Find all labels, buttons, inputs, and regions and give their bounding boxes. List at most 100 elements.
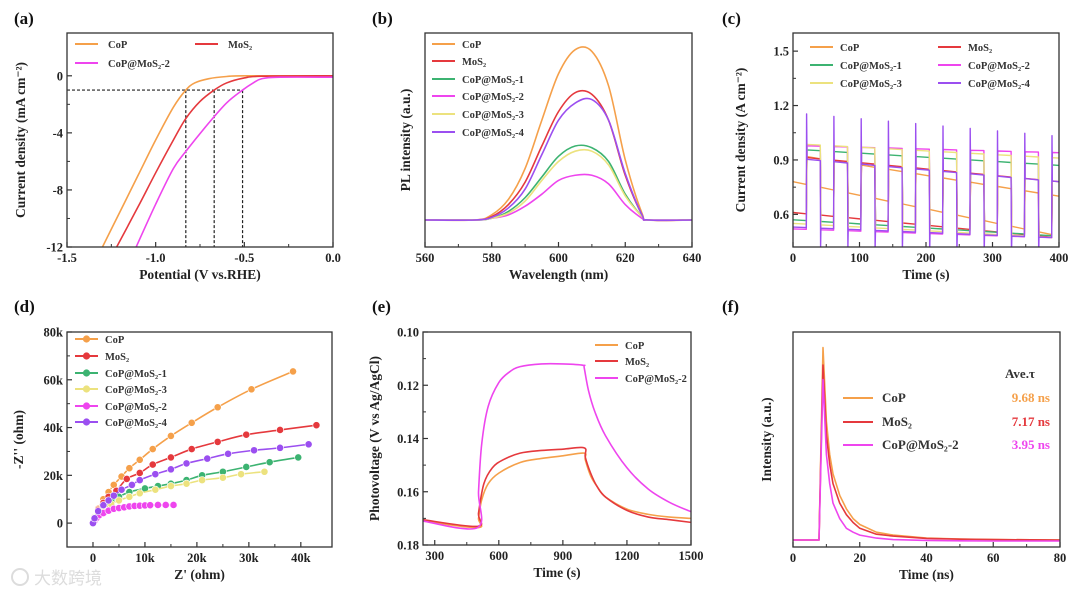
data-point-cop-mos2-3 (125, 492, 134, 501)
y-tick-label: 40k (44, 421, 64, 435)
data-point-cop (148, 445, 157, 453)
data-point-cop-mos2-3 (198, 476, 206, 485)
legend-label: CoP (840, 43, 860, 54)
x-axis-label: Z' (ohm) (174, 567, 225, 582)
y-tick-label: 1.5 (773, 45, 789, 59)
y-tick-label: 0 (57, 517, 63, 531)
data-point-mos2 (135, 469, 144, 477)
legend-item-mos2: MoS₂ (75, 352, 129, 363)
y-tick-label: 0.18 (397, 539, 419, 553)
x-axis-label: Time (s) (533, 565, 580, 580)
panel-e: (e) CoP MoS₂ CoP@MoS₂-2 300 600 900 1200 1500 0.1… (367, 297, 704, 580)
series-line-mos2 (115, 75, 333, 247)
plot-frame (66, 331, 333, 548)
legend-item-cop: CoP (75, 335, 125, 346)
data-point-cop (167, 432, 175, 440)
x-axis-label: Time (ns) (899, 567, 954, 582)
x-tick-label: 40 (920, 551, 933, 565)
y-tick-label: -12 (46, 241, 63, 255)
data-point-cop-mos2-3 (135, 489, 144, 498)
y-tick-label: 0.10 (397, 326, 419, 340)
x-tick-label: 20 (854, 551, 867, 565)
x-tick-label: 300 (425, 549, 444, 563)
y-tick-label: 0.14 (397, 432, 420, 446)
data-point-mos2 (213, 437, 222, 446)
legend-item-cop-mos2-3: CoP@MoS₂-3 (810, 79, 902, 90)
data-point-mos2 (276, 426, 284, 434)
series-line-cop-mos2-3 (793, 143, 1059, 239)
x-axis-label: Wavelength (nm) (509, 267, 608, 282)
x-tick-label: 600 (549, 251, 568, 265)
legend-item-cop-mos2-1: CoP@MoS₂-1 (810, 61, 902, 72)
legend-label: CoP@MoS₂-1 (462, 75, 524, 86)
data-point-mos2 (148, 460, 157, 469)
data-point-cop-mos2-4 (304, 440, 313, 449)
legend-label: CoP (462, 40, 482, 51)
lifetime-value: 7.17 ns (1012, 414, 1050, 429)
data-point-cop-mos2-4 (151, 470, 160, 479)
legend-item-cop-mos2-3: CoP@MoS₂-3 (432, 110, 524, 121)
data-point-cop-mos2-2 (169, 501, 178, 509)
legend-label: CoP (105, 335, 125, 346)
x-tick-label: -1.0 (146, 251, 166, 265)
y-tick-label: 60k (44, 373, 64, 387)
panel-label: (b) (372, 9, 393, 28)
series-line-cop-mos2-4 (793, 113, 1059, 247)
data-point-cop-mos2-3 (115, 496, 123, 505)
legend-item-cop-mos2-3: CoP@MoS₂-3 (75, 385, 167, 396)
legend-label: MoS₂ (105, 352, 129, 363)
y-tick-label: 0.16 (397, 485, 419, 499)
data-point-cop-mos2-4 (135, 476, 144, 485)
legend-item-cop-mos2-2: CoP@MoS₂-2 (432, 92, 524, 103)
series-line-cop-mos2-4 (425, 97, 692, 222)
data-point-cop (247, 385, 256, 394)
panel-a: (a) CoP MoS₂ CoP@MoS₂-2 -1.5 -1.0 -0.5 0.0 0 -4 -8… (13, 9, 341, 282)
data-point-cop-mos2-4 (182, 459, 191, 468)
x-axis-label: Potential (V vs.RHE) (139, 267, 261, 282)
lifetime-header: Ave.τ (1005, 366, 1035, 381)
x-tick-label: 600 (489, 549, 508, 563)
watermark-text: 大数跨境 (34, 569, 102, 589)
data-point-mos2 (242, 430, 251, 439)
y-tick-label: 20k (44, 469, 64, 483)
legend-item-mos2: MoS₂ (432, 57, 486, 68)
legend-item-cop: CoP 9.68 ns (843, 390, 1050, 405)
y-axis-label: Current density (A cm⁻²) (733, 68, 748, 213)
legend-label: CoP@MoS₂-2 (108, 59, 170, 70)
y-axis-label: Intensity (a.u.) (759, 397, 774, 481)
x-tick-label: 0.0 (325, 251, 341, 265)
x-tick-label: 0 (790, 551, 796, 565)
legend-label: CoP@MoS₂-2 (105, 402, 167, 413)
legend-label: CoP@MoS₂-2 (882, 437, 959, 452)
legend-label: CoP@MoS₂-2 (625, 374, 687, 385)
data-point-cop (289, 367, 297, 376)
x-tick-label: 80 (1054, 551, 1067, 565)
panel-b: (b) CoP MoS₂ CoP@MoS₂-1 CoP@MoS₂-2 CoP@MoS₂-3… (372, 9, 701, 282)
x-tick-label: 100 (850, 251, 869, 265)
x-tick-label: 900 (553, 549, 572, 563)
data-point-cop-mos2-4 (250, 446, 258, 455)
y-tick-label: 1.2 (773, 99, 789, 113)
series-line-cop-mos2-2 (135, 76, 333, 247)
data-point-cop-mos2-3 (237, 470, 245, 479)
x-tick-label: 30k (239, 551, 259, 565)
data-point-cop (213, 403, 222, 412)
y-tick-label: 0.9 (773, 153, 789, 167)
y-tick-label: -4 (53, 126, 64, 140)
plot-area (425, 46, 692, 222)
legend-label: CoP@MoS₂-1 (840, 61, 902, 72)
x-tick-label: 10k (135, 551, 155, 565)
x-tick-label: 1200 (614, 549, 639, 563)
data-point-mos2 (312, 421, 321, 430)
data-point-mos2 (187, 445, 196, 453)
legend-label: CoP@MoS₂-4 (462, 128, 525, 139)
data-point-cop-mos2-2 (161, 501, 170, 509)
legend-marker (82, 402, 91, 410)
y-axis-label: Current density (mA cm⁻²) (13, 62, 28, 218)
y-tick-label: 0.6 (773, 208, 789, 222)
x-axis-label: Time (s) (902, 267, 949, 282)
series-line-cop-mos2-1 (793, 149, 1059, 237)
series-line-cop-mos2-1 (425, 144, 692, 222)
data-point-cop (125, 464, 134, 473)
data-point-cop-mos2-4 (109, 491, 118, 500)
